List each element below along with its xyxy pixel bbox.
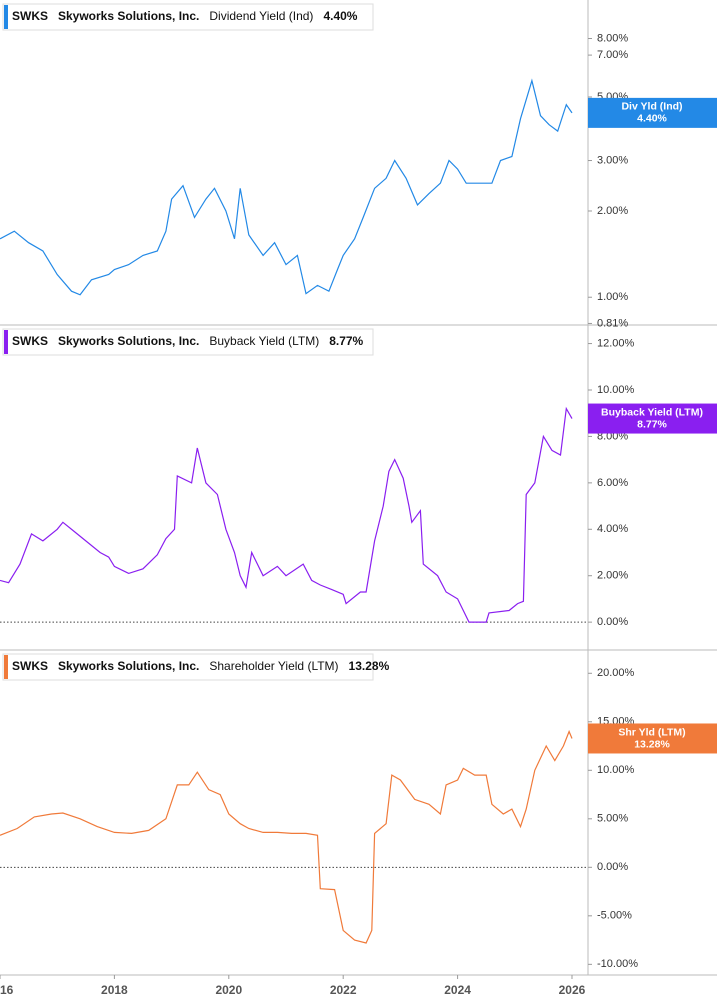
y-tick-label: 0.00% — [597, 861, 628, 873]
legend-ticker: SWKS — [12, 334, 48, 348]
y-tick-label: 10.00% — [597, 764, 635, 776]
value-badge — [588, 97, 717, 128]
legend-box — [2, 328, 374, 356]
y-tick-label: 20.00% — [597, 667, 635, 679]
x-tick-label: 2020 — [215, 983, 242, 997]
badge-label: Shr Yld (LTM) — [618, 726, 685, 738]
legend-box — [2, 3, 374, 31]
series-line — [0, 406, 573, 623]
series-line — [0, 78, 573, 296]
y-tick-label: 6.00% — [597, 477, 628, 489]
y-tick-label: 0.00% — [597, 616, 628, 628]
y-tick-label: 1.00% — [597, 291, 628, 303]
legend-swatch — [4, 330, 8, 354]
x-tick-label: 2024 — [444, 983, 471, 997]
y-tick-label: 4.00% — [597, 523, 628, 535]
badge-label: Div Yld (Ind) — [621, 101, 682, 113]
value-badge — [588, 723, 717, 754]
legend-series: Dividend Yield (Ind) — [209, 9, 313, 23]
legend-company: Skyworks Solutions, Inc. — [58, 659, 199, 673]
badge-label: Buyback Yield (LTM) — [601, 406, 703, 418]
y-tick-label: 12.00% — [597, 337, 635, 349]
y-tick-label: 3.00% — [597, 154, 628, 166]
badge-value: 8.77% — [637, 418, 667, 430]
legend-box — [2, 653, 374, 681]
y-tick-label: -5.00% — [597, 910, 632, 922]
value-badge — [588, 403, 717, 434]
legend-series: Buyback Yield (LTM) — [209, 334, 319, 348]
legend-company: Skyworks Solutions, Inc. — [58, 334, 199, 348]
x-tick-label: 2016 — [0, 983, 14, 997]
legend-series: Shareholder Yield (LTM) — [209, 659, 338, 673]
x-tick-label: 2026 — [559, 983, 586, 997]
y-tick-label: 5.00% — [597, 813, 628, 825]
legend-ticker: SWKS — [12, 659, 48, 673]
y-tick-label: 8.00% — [597, 32, 628, 44]
badge-value: 4.40% — [637, 113, 667, 125]
series-line — [0, 729, 573, 944]
legend-swatch — [4, 655, 8, 679]
legend-value: 4.40% — [323, 9, 357, 23]
y-tick-label: -10.00% — [597, 958, 638, 970]
legend-swatch — [4, 5, 8, 29]
badge-value: 13.28% — [634, 738, 670, 750]
legend-value: 8.77% — [329, 334, 363, 348]
x-tick-label: 2022 — [330, 983, 357, 997]
legend-value: 13.28% — [349, 659, 390, 673]
y-tick-label: 10.00% — [597, 384, 635, 396]
y-tick-label: 7.00% — [597, 49, 628, 61]
legend-company: Skyworks Solutions, Inc. — [58, 9, 199, 23]
y-tick-label: 2.00% — [597, 205, 628, 217]
y-tick-label: 2.00% — [597, 570, 628, 582]
legend-ticker: SWKS — [12, 9, 48, 23]
y-tick-label: 0.81% — [597, 317, 628, 329]
x-tick-label: 2018 — [101, 983, 128, 997]
